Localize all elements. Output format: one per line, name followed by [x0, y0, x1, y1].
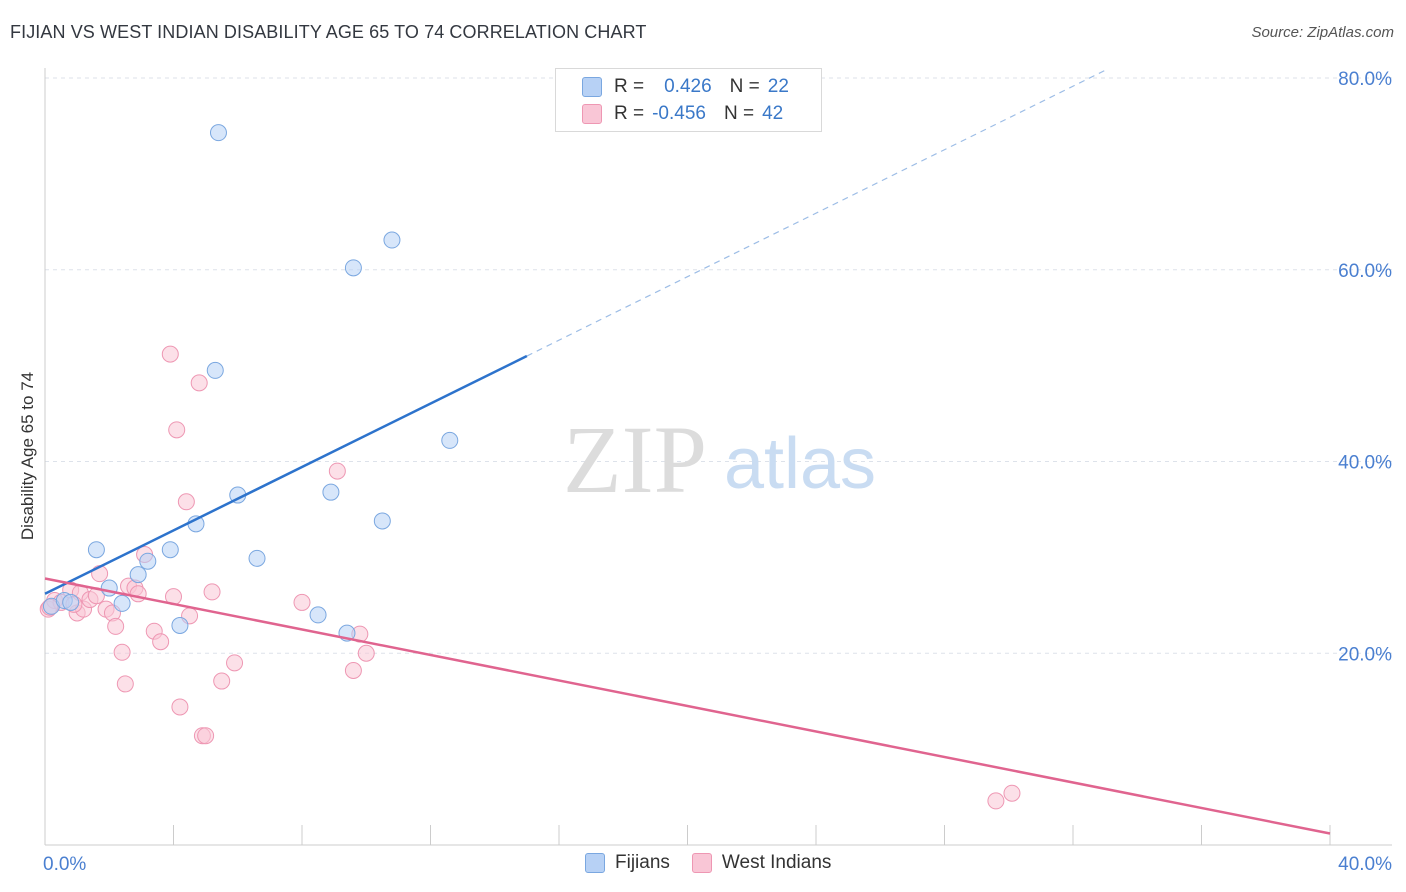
west-indian-point	[344, 662, 362, 680]
west-indian-point	[328, 462, 346, 480]
legend-label-west-indians: West Indians	[721, 852, 832, 873]
y-tick-label: 20.0%	[1338, 644, 1392, 665]
west-indian-point	[203, 583, 221, 601]
fijian-point	[62, 593, 80, 611]
fijian-trend-extension	[526, 69, 1106, 357]
fijian-point	[441, 431, 459, 449]
west-indian-trend-line	[44, 577, 1331, 835]
n-label: N =	[723, 103, 755, 124]
fijian-swatch	[582, 77, 602, 97]
series-legend: Fijians West Indians	[585, 852, 853, 874]
fijian-point	[309, 606, 327, 624]
chart-title: FIJIAN VS WEST INDIAN DISABILITY AGE 65 …	[10, 22, 647, 42]
r-value: 0.426	[664, 76, 712, 97]
legend-item-west-indians[interactable]: West Indians	[691, 852, 832, 874]
r-label: R =	[614, 103, 645, 124]
west-indian-point	[113, 643, 131, 661]
west-indian-point	[987, 792, 1005, 810]
fijian-point	[171, 616, 189, 634]
y-tick-label: 60.0%	[1338, 261, 1392, 282]
grid-lines	[45, 77, 1392, 654]
west-indian-swatch	[691, 853, 712, 873]
n-value: 42	[762, 103, 784, 124]
watermark-atlas: atlas	[724, 424, 876, 504]
west-indian-point	[152, 633, 170, 651]
x-tick-label-min: 0.0%	[43, 854, 86, 875]
x-tick-label-max: 40.0%	[1338, 854, 1392, 875]
west-indian-point	[357, 644, 375, 662]
fijian-point	[344, 259, 362, 277]
watermark-zip: ZIP	[563, 406, 707, 513]
fijian-point	[383, 231, 401, 249]
x-tick-labels: 0.0% 40.0%	[43, 854, 1392, 875]
west-indian-point	[293, 593, 311, 611]
fijian-point	[206, 361, 224, 379]
fijian-point	[373, 512, 391, 530]
trend-lines	[44, 69, 1331, 835]
west-indian-point	[177, 493, 195, 511]
west-indian-point	[129, 585, 147, 603]
west-indian-point	[107, 617, 125, 635]
west-indian-point	[226, 654, 244, 672]
west-indian-point	[171, 698, 189, 716]
fijian-point	[129, 566, 147, 584]
fijian-point	[248, 549, 266, 567]
fijian-swatch	[585, 853, 605, 873]
r-label: R =	[614, 76, 645, 97]
west-indian-point	[1003, 784, 1021, 802]
west-indian-point	[161, 345, 179, 363]
fijian-point	[322, 483, 340, 501]
fijian-trend-line	[44, 354, 528, 595]
fijian-point	[100, 579, 118, 597]
r-value: -0.456	[652, 103, 706, 124]
y-tick-label: 80.0%	[1338, 69, 1392, 90]
west-indian-point	[168, 421, 186, 439]
fijian-point	[139, 552, 157, 570]
west-indian-swatch	[582, 104, 602, 124]
y-tick-label: 40.0%	[1338, 453, 1392, 474]
y-axis-label: Disability Age 65 to 74	[18, 371, 37, 541]
fijian-point	[161, 541, 179, 559]
n-value: 22	[767, 76, 789, 97]
fijian-point	[209, 124, 227, 142]
n-label: N =	[729, 76, 760, 97]
legend-item-fijians[interactable]: Fijians	[585, 852, 670, 874]
fijian-point	[87, 541, 105, 559]
legend-row-west-indians: R = -0.456 N = 42	[582, 101, 783, 127]
west-indian-point	[116, 675, 134, 693]
west-indian-point	[197, 727, 215, 745]
axes	[44, 68, 1392, 846]
west-indian-point	[213, 672, 231, 690]
correlation-legend: R = 0.426 N = 22 R = -0.456 N = 42	[555, 68, 822, 132]
west-indian-point	[190, 374, 208, 392]
watermark: ZIP atlas	[563, 406, 876, 513]
data-points	[39, 124, 1021, 810]
legend-label-fijians: Fijians	[615, 852, 670, 873]
legend-row-fijians: R = 0.426 N = 22	[582, 74, 789, 100]
source-label: Source: ZipAtlas.com	[1251, 24, 1394, 41]
fijian-point	[113, 594, 131, 612]
y-tick-labels: 20.0% 40.0% 60.0% 80.0%	[1338, 69, 1392, 665]
